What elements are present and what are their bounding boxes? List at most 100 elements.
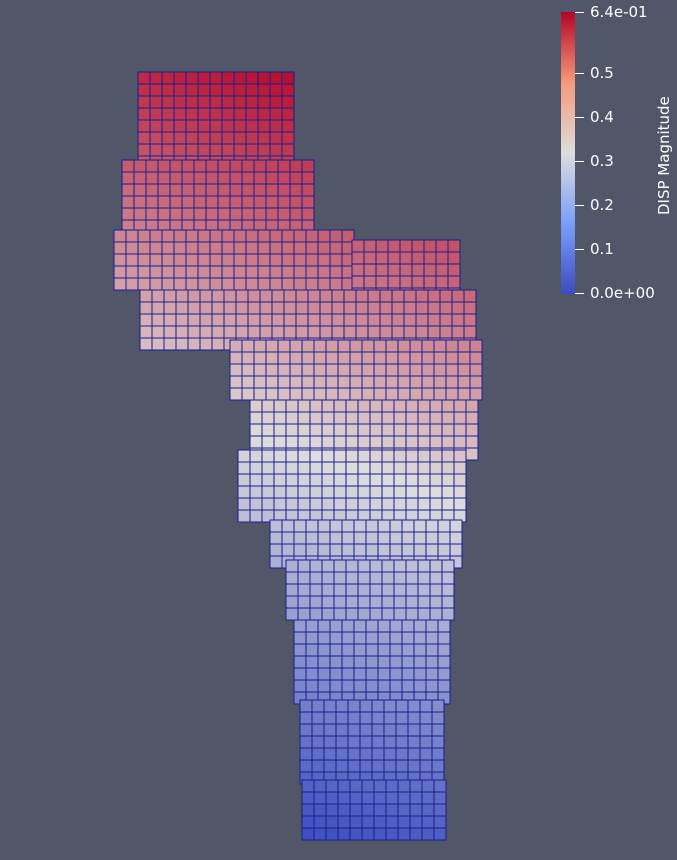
voxel-cell <box>223 289 237 303</box>
voxel-cell <box>273 449 287 463</box>
voxel-cell <box>221 143 235 157</box>
voxel-cell <box>381 497 395 511</box>
voxel-cell <box>365 643 379 657</box>
voxel-cell <box>277 387 291 401</box>
voxel-cell <box>365 631 379 645</box>
voxel-cell <box>163 289 177 303</box>
voxel-cell <box>417 485 431 499</box>
voxel-cell <box>161 277 175 291</box>
voxel-cell <box>453 449 467 463</box>
voxel-cell <box>237 509 251 523</box>
voxel-cell <box>409 387 423 401</box>
voxel-cell <box>357 423 371 437</box>
voxel-cell <box>405 423 419 437</box>
voxel-cell <box>431 723 445 737</box>
voxel-cell <box>351 263 365 277</box>
voxel-cell <box>415 301 429 315</box>
voxel-cell <box>425 631 439 645</box>
voxel-cell <box>349 779 363 793</box>
voxel-cell <box>369 461 383 475</box>
voxel-cell <box>419 759 433 773</box>
voxel-cell <box>137 119 151 133</box>
voxel-cell <box>359 699 373 713</box>
voxel-cell <box>277 159 291 173</box>
voxel-cell <box>149 71 163 85</box>
voxel-cell <box>397 387 411 401</box>
voxel-cell <box>329 229 343 243</box>
voxel-cell <box>261 461 275 475</box>
voxel-cell <box>409 339 423 353</box>
voxel-cell <box>347 759 361 773</box>
voxel-cell <box>151 301 165 315</box>
voxel-cell <box>415 289 429 303</box>
voxel-cell <box>399 239 413 253</box>
voxel-cell <box>161 107 175 121</box>
voxel-cell <box>293 655 307 669</box>
voxel-cell <box>235 289 249 303</box>
voxel-cell <box>249 485 263 499</box>
voxel-cell <box>199 289 213 303</box>
voxel-cell <box>345 497 359 511</box>
voxel-cell <box>245 229 259 243</box>
voxel-cell <box>349 803 363 817</box>
voxel-cell <box>421 779 435 793</box>
voxel-cell <box>383 735 397 749</box>
voxel-cell <box>245 95 259 109</box>
voxel-cell <box>245 277 259 291</box>
voxel-cell <box>301 159 315 173</box>
voxel-cell <box>329 265 343 279</box>
voxel-cell <box>285 461 299 475</box>
voxel-cell <box>331 313 345 327</box>
voxel-cell <box>149 143 163 157</box>
voxel-cell <box>349 815 363 829</box>
voxel-cell <box>365 531 379 545</box>
voxel-cell <box>367 313 381 327</box>
voxel-cell <box>433 815 447 829</box>
voxel-cell <box>383 711 397 725</box>
voxel-cell <box>285 571 299 585</box>
voxel-cell <box>205 171 219 185</box>
voxel-cell <box>439 289 453 303</box>
voxel-cell <box>379 325 393 339</box>
voxel-cell <box>205 207 219 221</box>
voxel-cell <box>337 815 351 829</box>
voxel-cell <box>149 107 163 121</box>
voxel-cell <box>173 253 187 267</box>
voxel-cell <box>253 363 267 377</box>
voxel-cell <box>161 229 175 243</box>
voxel-cell <box>337 791 351 805</box>
voxel-cell <box>221 71 235 85</box>
voxel-cell <box>137 277 151 291</box>
voxel-cell <box>125 241 139 255</box>
voxel-cell <box>245 131 259 145</box>
voxel-cell <box>401 643 415 657</box>
voxel-cell <box>345 399 359 413</box>
voxel-cell <box>257 143 271 157</box>
voxel-cell <box>305 619 319 633</box>
voxel-cell <box>361 351 375 365</box>
voxel-cell <box>413 543 427 557</box>
voxel-cell <box>187 301 201 315</box>
voxel-cell <box>381 607 395 621</box>
voxel-cell <box>133 183 147 197</box>
voxel-cell <box>281 253 295 267</box>
voxel-cell <box>405 473 419 487</box>
voxel-cell <box>329 519 343 533</box>
voxel-cell <box>335 759 349 773</box>
voxel-cell <box>211 325 225 339</box>
voxel-cell <box>355 325 369 339</box>
voxel-cell <box>301 207 315 221</box>
voxel-cell <box>281 519 295 533</box>
voxel-cell <box>357 449 371 463</box>
voxel-cell <box>451 325 465 339</box>
voxel-cell <box>133 159 147 173</box>
voxel-cell <box>405 411 419 425</box>
voxel-cell <box>169 195 183 209</box>
voxel-cell <box>249 449 263 463</box>
voxel-cell <box>427 325 441 339</box>
voxel-cell <box>435 251 449 265</box>
voxel-cell <box>357 607 371 621</box>
voxel-cell <box>325 803 339 817</box>
voxel-cell <box>241 171 255 185</box>
